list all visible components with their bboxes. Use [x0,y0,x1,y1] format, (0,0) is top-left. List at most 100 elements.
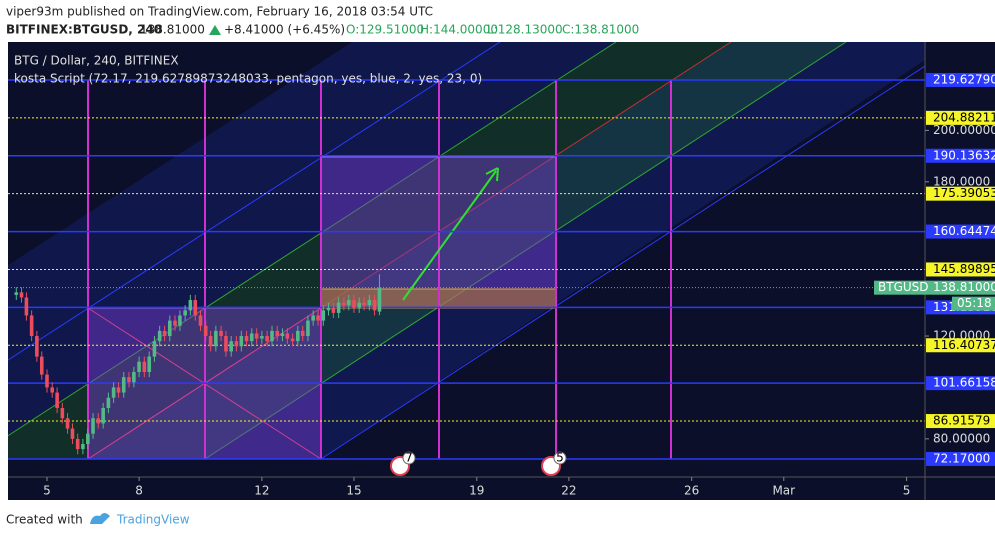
arrow-head [485,167,499,182]
channel-line [204,42,847,460]
candle-body [91,418,95,434]
level-label: 175.39053 [933,186,995,200]
countdown: 05:18 [957,296,992,310]
candle-body [157,330,162,342]
x-tick-label: 5 [43,484,51,498]
last: 138.81000 [140,23,205,37]
candle-body [75,438,80,450]
level-tag [926,186,995,201]
open: O:129.51000 [346,23,424,37]
close: C:138.81000 [562,23,639,37]
candle-body [203,325,208,337]
candle-body [331,307,336,313]
channel-line [8,42,617,437]
x-tick-label: 8 [135,484,143,498]
channel-line [320,65,925,460]
created: Created with [6,513,83,527]
candle-body [162,330,167,337]
candle-body [275,330,280,337]
change: +8.41000 (+6.45%) [224,23,345,37]
x-tick-label: Mar [772,484,795,498]
event-badge [402,451,416,465]
candle-body [321,310,326,321]
level-label: 116.40737 [933,338,995,352]
candle-body [208,336,213,347]
last-price-symbol: BTGUSD [878,280,929,294]
y-tick-label: 180.0000 [933,174,990,188]
candle-body [65,418,70,429]
candle-body [178,315,182,326]
symbol: BITFINEX:BTGUSD, 240 [6,23,162,37]
x-tick-label: 19 [469,484,484,498]
brand[interactable]: TradingView [116,513,190,527]
candle-body [167,320,172,337]
candle-body [45,374,49,388]
candle-body [296,330,300,342]
level-tag [926,72,995,87]
candle-body [24,297,29,316]
candle-body [132,372,136,383]
level-label: 145.89895 [933,262,995,276]
candle-body [70,428,75,439]
candle-body [342,302,346,306]
candle-body [101,407,105,424]
up-arrow [209,25,221,35]
candle-body [265,336,269,342]
y-tick-label: 200.00000 [933,123,995,137]
candle-body [377,287,382,312]
level-tag [926,376,995,391]
candle-body [346,300,351,306]
channel-fill [88,42,925,459]
candle-body [60,407,65,419]
candle-body [290,338,295,342]
candle-body [219,330,223,337]
level-label: 190.13632 [933,148,995,162]
x-tick-label: 22 [561,484,576,498]
candle-body [29,315,34,337]
candle-body [214,330,218,347]
candle-body [39,356,44,375]
candle-body [86,433,90,444]
level-tag [926,110,995,125]
level-label: 101.66158 [933,376,995,390]
x-tick-label: 15 [346,484,361,498]
candle-body [239,336,244,347]
candle-body [234,341,239,347]
candle-body [270,330,274,342]
candle-body [137,361,141,373]
x-tick-label: 26 [684,484,699,498]
candle-body [142,361,147,373]
candle-body [316,315,320,321]
level-label: 72.17000 [933,451,990,465]
arrow [402,170,497,301]
level-tag [926,414,995,429]
candle-body [224,336,228,352]
level-tag [926,224,995,239]
candle-body [183,310,187,316]
candle-body [357,302,362,308]
publisher: viper93m published on TradingView.com, F… [6,5,433,19]
level-label: 86.91579 [933,414,990,428]
level-label: 160.64474 [933,224,995,238]
candle-body [188,300,193,311]
chart-title: BTG / Dollar, 240, BITFINEX [14,54,179,68]
candle-body [367,300,372,306]
candle-body [198,315,203,326]
candle-body [372,300,377,311]
x-tick-label: 12 [254,484,269,498]
countdown-tag [952,296,995,311]
candle-body [127,377,131,383]
channel-line [8,42,501,361]
candle-body [106,397,111,408]
candle-body [362,302,366,306]
candle-body [352,300,356,308]
candle-body [249,333,254,342]
level-tag [926,148,995,163]
candle-body [152,341,157,357]
candle-body [116,387,121,393]
logo [90,513,110,524]
candle-body [81,443,85,450]
candle-body [336,302,341,313]
candle-body [326,307,331,311]
level-tag [926,451,995,466]
